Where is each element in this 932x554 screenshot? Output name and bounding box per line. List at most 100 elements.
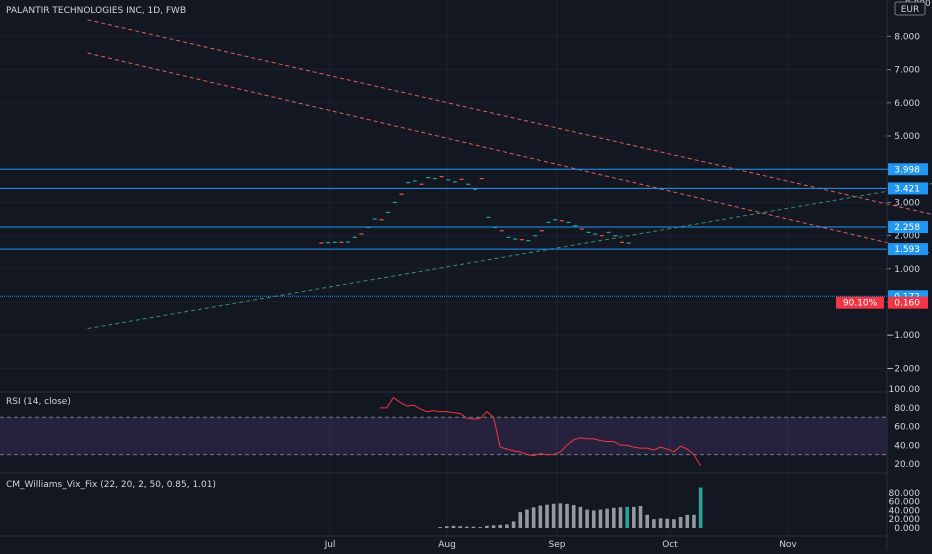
level-tag-label: 1.593 (894, 245, 920, 255)
candle (486, 216, 491, 219)
vix-bar (658, 518, 663, 528)
price-pane[interactable] (0, 0, 932, 536)
vix-bar (585, 509, 589, 528)
rsi-tick: 60.00 (894, 423, 920, 433)
vix-bar (678, 517, 683, 528)
vix-bar (498, 524, 503, 528)
price-tick: 2.000 (894, 232, 920, 242)
candle (506, 236, 511, 238)
vix-bar (618, 507, 623, 528)
candle (626, 242, 631, 244)
vix-title: CM_Williams_Vix_Fix (22, 20, 2, 50, 0.85… (6, 480, 216, 490)
candle (493, 226, 498, 228)
candle (559, 220, 564, 222)
time-label: Sep (549, 540, 566, 550)
level-tag-label: 2.258 (894, 223, 920, 233)
rsi-line (380, 396, 702, 467)
price-tick: 5.000 (894, 132, 920, 142)
vix-bar (612, 507, 616, 528)
vix-bar (638, 506, 643, 528)
vix-tick: 40.000 (889, 506, 921, 516)
rsi-pane[interactable] (0, 396, 887, 467)
vix-bar (652, 519, 656, 528)
vix-bar (698, 487, 703, 528)
candle (499, 230, 504, 232)
vix-bar (451, 525, 456, 528)
candle (546, 221, 551, 224)
vix-bar (518, 512, 523, 528)
candle (526, 240, 531, 242)
candle (379, 219, 384, 221)
vix-pane[interactable] (438, 487, 703, 528)
price-tick: 3.000 (894, 198, 920, 208)
time-axis[interactable]: Jul Aug Sep Oct Nov (0, 535, 887, 550)
candle (406, 181, 411, 184)
currency-badge[interactable] (894, 1, 926, 16)
level-tag (888, 243, 928, 256)
candle (473, 188, 477, 190)
vix-bar (505, 524, 509, 528)
vix-bar (511, 521, 516, 528)
rsi-tick: 100.00 (889, 385, 921, 395)
candle (352, 236, 357, 238)
rsi-band-fill (0, 417, 887, 455)
horizontal-levels[interactable] (0, 168, 887, 297)
vix-tick: 60.000 (889, 498, 921, 508)
candle (419, 183, 424, 185)
candle (479, 177, 484, 180)
candle (539, 230, 544, 232)
vix-bar (558, 503, 563, 528)
trend-line[interactable] (87, 76, 932, 330)
price-tag (888, 296, 928, 309)
vix-bar (545, 504, 549, 528)
vix-bar (458, 526, 462, 528)
vix-bar (692, 514, 696, 528)
candle (573, 225, 578, 227)
level-tag (888, 182, 928, 195)
candle (346, 241, 351, 243)
vix-bar (525, 509, 529, 528)
trend-lines[interactable] (87, 19, 932, 402)
candle (466, 183, 471, 185)
vix-bar (605, 508, 609, 528)
candle (613, 235, 618, 237)
percent-tag (836, 296, 884, 309)
candle (459, 178, 464, 180)
price-tick: 8.000 (894, 32, 920, 42)
time-label: Aug (438, 540, 456, 550)
level-tag-label: 3.421 (894, 184, 920, 194)
candle (399, 193, 404, 195)
candle (366, 226, 371, 228)
candle (319, 242, 324, 244)
price-tick: 1.000 (894, 265, 920, 275)
candle (553, 219, 558, 221)
candle (392, 201, 397, 204)
candle (339, 241, 344, 243)
vix-bar (645, 514, 649, 528)
chart-title: PALANTIR TECHNOLOGIES INC, 1D, FWB (6, 6, 186, 16)
vix-bar (578, 506, 583, 528)
vix-bar (438, 527, 442, 528)
level-tag (888, 163, 928, 176)
currency-label: EUR (901, 5, 920, 15)
candle (332, 241, 337, 243)
candle (533, 235, 538, 237)
candle (439, 176, 444, 178)
vix-bar (672, 519, 676, 528)
price-axis[interactable]: 9.000 EUR 8.0007.0006.0005.0004.0003.000… (836, 0, 931, 550)
vix-bar (625, 506, 629, 528)
candle (412, 180, 417, 182)
vix-tick: 20.000 (889, 515, 921, 525)
rsi-tick: 20.00 (894, 460, 920, 470)
vix-bar (571, 505, 576, 528)
vix-bar (685, 514, 690, 528)
rsi-tick: 80.00 (894, 404, 920, 414)
candle (513, 238, 518, 240)
rsi-title: RSI (14, close) (6, 397, 71, 407)
vix-bar (598, 509, 603, 528)
vix-bar (565, 503, 569, 528)
vix-bar (471, 526, 476, 528)
price-tick: −2.000 (887, 364, 921, 374)
vix-bars (438, 487, 703, 528)
